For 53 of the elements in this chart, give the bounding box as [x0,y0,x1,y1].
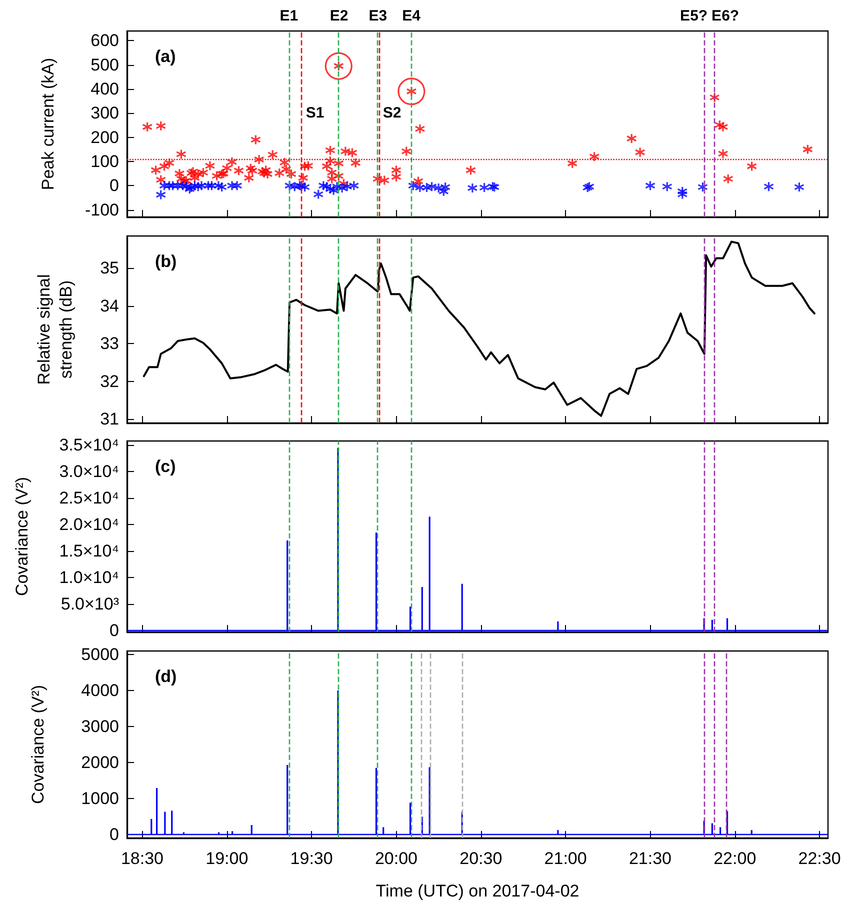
y-tick-label: 500 [90,55,119,74]
y-tick-label: 300 [90,104,119,123]
x-tick-label: 22:00 [714,849,756,868]
y-tick-label: 400 [90,79,119,98]
ref-line-label: E3 [368,8,388,24]
x-tick-label: 20:00 [374,849,418,868]
ref-line-label: E1 [280,8,298,24]
y-tick-label: 32 [100,372,119,391]
y-tick-label: 31 [100,410,119,429]
y-tick-label: 2000 [81,752,119,772]
y-tick-label: 3000 [81,717,119,736]
y-tick-label: 5.0×10³ [60,594,120,614]
text: (c) [155,457,176,476]
y-tick-label: 1.5×10⁴ [59,542,119,561]
text: (d) [155,667,177,686]
y-tick-label: 0 [110,176,119,196]
annotation: S1 [306,104,324,122]
y-tick-label: 3.5×10⁴ [59,436,119,455]
y-tick-label: 1000 [81,788,119,808]
y-axis-title: Peak current (kA) [38,58,58,190]
y-tick-label: 600 [90,31,119,50]
y-tick-label: 2.0×10⁴ [59,515,119,534]
y-tick-label: 35 [100,258,119,278]
x-tick-label: 18:30 [120,849,164,868]
x-tick-label: 22:30 [798,849,841,868]
x-tick-label: 20:30 [460,849,502,868]
y-tick-label: 3.0×10⁴ [59,462,119,482]
y-tick-label: -100 [84,200,119,220]
x-axis-title: Time (UTC) on 2017-04-02 [376,882,580,900]
y-tick-label: 4000 [81,681,119,700]
y-axis-title: Covariance (V²) [12,476,32,596]
y-tick-label: 34 [100,296,119,316]
y-tick-label: 2.5×10⁴ [59,488,119,508]
y-axis-title: Covariance (V²) [28,684,48,804]
y-axis-title: Relative signal strength (dB) [34,274,76,385]
ref-line-label: E5? [680,8,708,24]
y-tick-label: 1.0×10⁴ [59,568,119,588]
text: (b) [155,252,177,271]
annotation: S2 [382,104,402,122]
x-tick-label: 21:30 [628,849,672,868]
text: (a) [155,47,176,66]
x-tick-label: 21:00 [544,849,587,868]
y-tick-label: 33 [100,334,119,354]
y-tick-label: 5000 [81,645,119,664]
ref-line-label: E6? [712,8,740,24]
x-tick-label: 19:30 [290,849,333,868]
y-tick-label: 200 [90,128,119,147]
ref-line-label: E4 [402,8,422,24]
y-tick-label: 100 [90,152,119,171]
y-tick-label: 0 [110,824,119,844]
ref-line-label: E2 [330,8,348,24]
x-tick-label: 19:00 [206,849,248,868]
y-tick-label: 0 [110,620,119,640]
